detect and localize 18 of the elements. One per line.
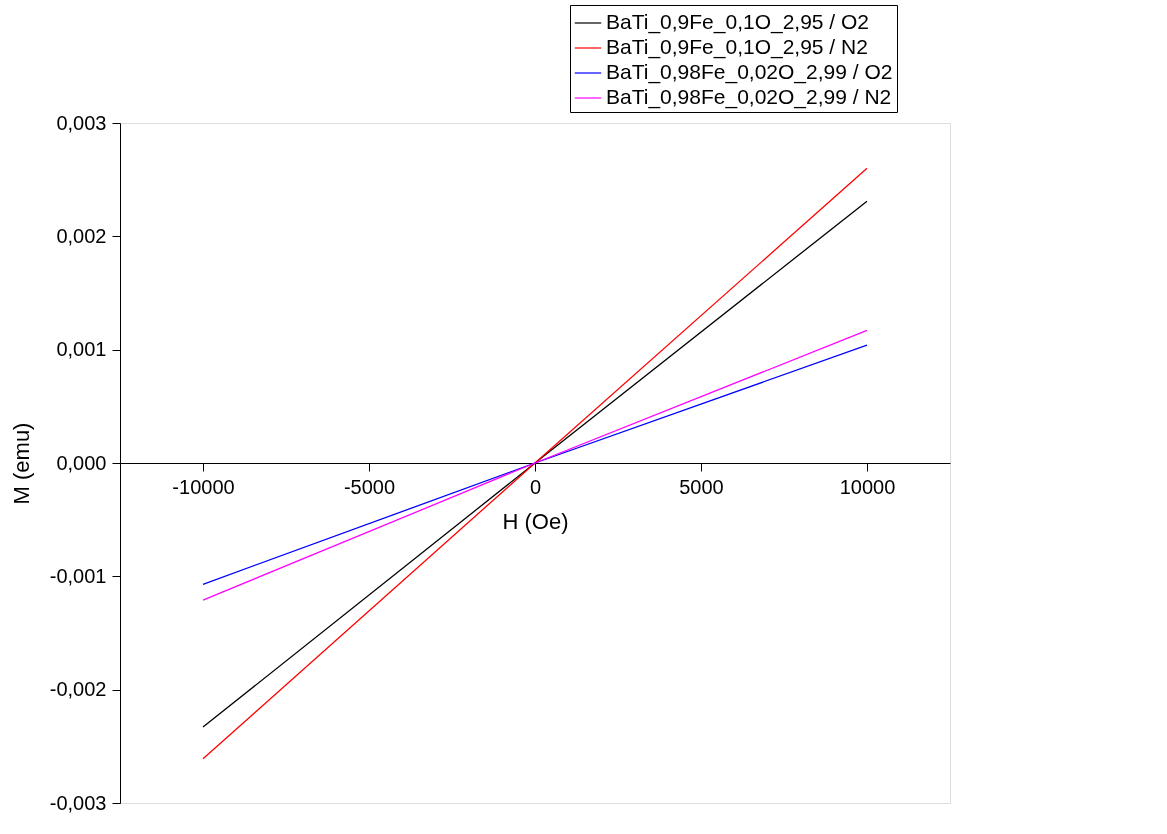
x-tick-label: 0 (529, 475, 542, 498)
legend-label: BaTi_0,9Fe_0,1O_2,95 / N2 (606, 35, 868, 59)
legend-label: BaTi_0,9Fe_0,1O_2,95 / O2 (606, 10, 870, 34)
x-tick-label: 10000 (839, 475, 896, 498)
y-tick-label: -0,002 (49, 678, 107, 701)
legend-label: BaTi_0,98Fe_0,02O_2,99 / N2 (606, 85, 892, 109)
y-tick-label: 0,002 (56, 224, 107, 247)
y-tick-label: 0,000 (56, 451, 107, 474)
y-tick-label: -0,003 (49, 791, 107, 814)
y-axis-title: M (emu) (8, 422, 34, 505)
x-axis-title: H (Oe) (502, 508, 569, 534)
y-tick-label: 0,003 (56, 111, 107, 134)
y-tick-label: -0,001 (49, 564, 107, 587)
x-tick-label: 5000 (679, 475, 724, 498)
y-tick-label: 0,001 (56, 338, 107, 361)
x-tick-label: -5000 (343, 475, 396, 498)
x-tick-label: -10000 (172, 475, 235, 498)
legend-label: BaTi_0,98Fe_0,02O_2,99 / O2 (606, 60, 893, 84)
